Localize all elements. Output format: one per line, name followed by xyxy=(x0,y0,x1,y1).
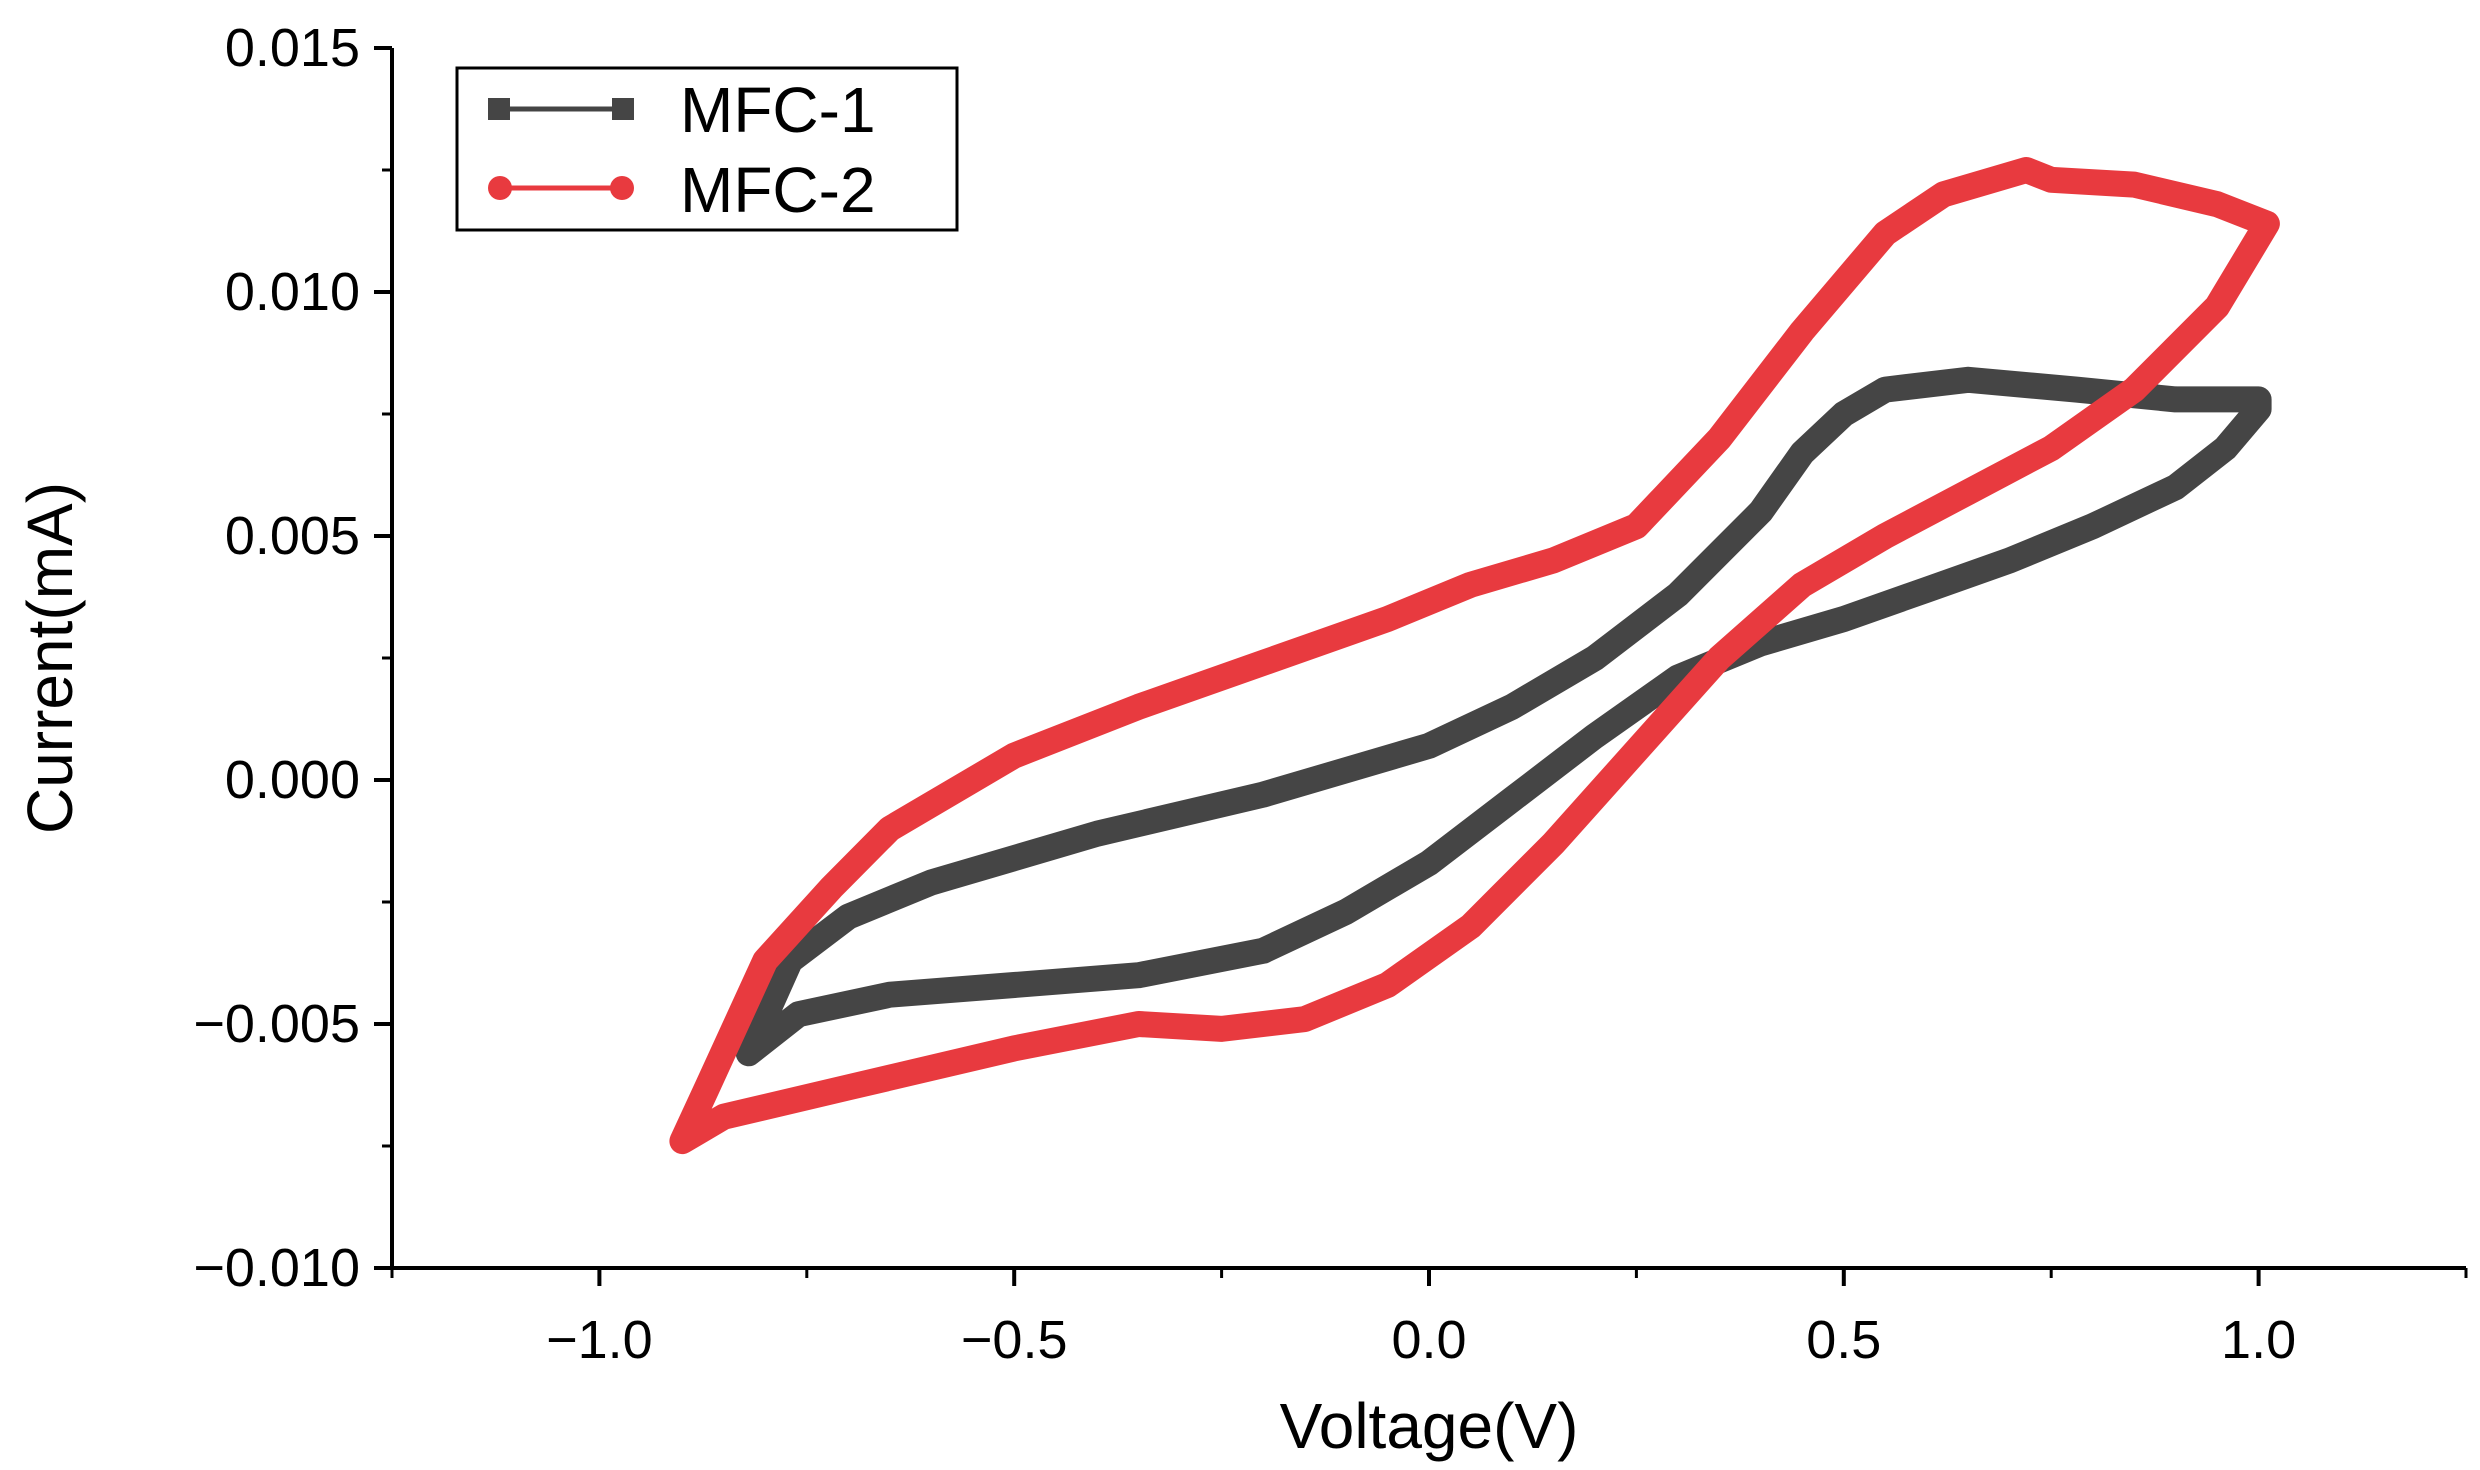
y-tick-label: 0.000 xyxy=(225,750,360,810)
x-tick-label: 1.0 xyxy=(2221,1310,2296,1370)
x-tick-label: 0.0 xyxy=(1391,1310,1466,1370)
y-tick-label: 0.005 xyxy=(225,506,360,566)
legend-box xyxy=(455,66,959,232)
legend-entry-mfc-2: MFC-2 xyxy=(488,154,876,226)
legend: MFC-1 MFC-2 xyxy=(455,66,959,232)
y-tick-label: −0.010 xyxy=(193,1238,360,1298)
ticks: −1.0 −0.5 0.0 0.5 1.0 −0.010 −0.005 0.000 0.005 0… xyxy=(193,18,2468,1370)
y-tick-label: 0.010 xyxy=(225,262,360,322)
legend-marker-mfc-1-start xyxy=(488,98,510,120)
series-line-mfc-2 xyxy=(669,157,2280,1155)
x-tick-label: 0.5 xyxy=(1806,1310,1881,1370)
y-axis-title: Current(mA) xyxy=(14,482,86,834)
legend-entry-mfc-1: MFC-1 xyxy=(488,74,876,146)
x-tick-label: −0.5 xyxy=(961,1310,1068,1370)
legend-marker-mfc-1-end xyxy=(612,98,634,120)
legend-marker-mfc-2-end xyxy=(610,176,634,200)
legend-label-mfc-1: MFC-1 xyxy=(680,74,876,146)
x-axis-title: Voltage(V) xyxy=(1280,1390,1579,1462)
series-layer xyxy=(669,157,2280,1155)
legend-marker-mfc-2-start xyxy=(488,176,512,200)
legend-label-mfc-2: MFC-2 xyxy=(680,154,876,226)
y-tick-label: −0.005 xyxy=(193,994,360,1054)
y-tick-label: 0.015 xyxy=(225,18,360,78)
x-tick-label: −1.0 xyxy=(546,1310,653,1370)
series-line-mfc-1 xyxy=(735,366,2272,1067)
